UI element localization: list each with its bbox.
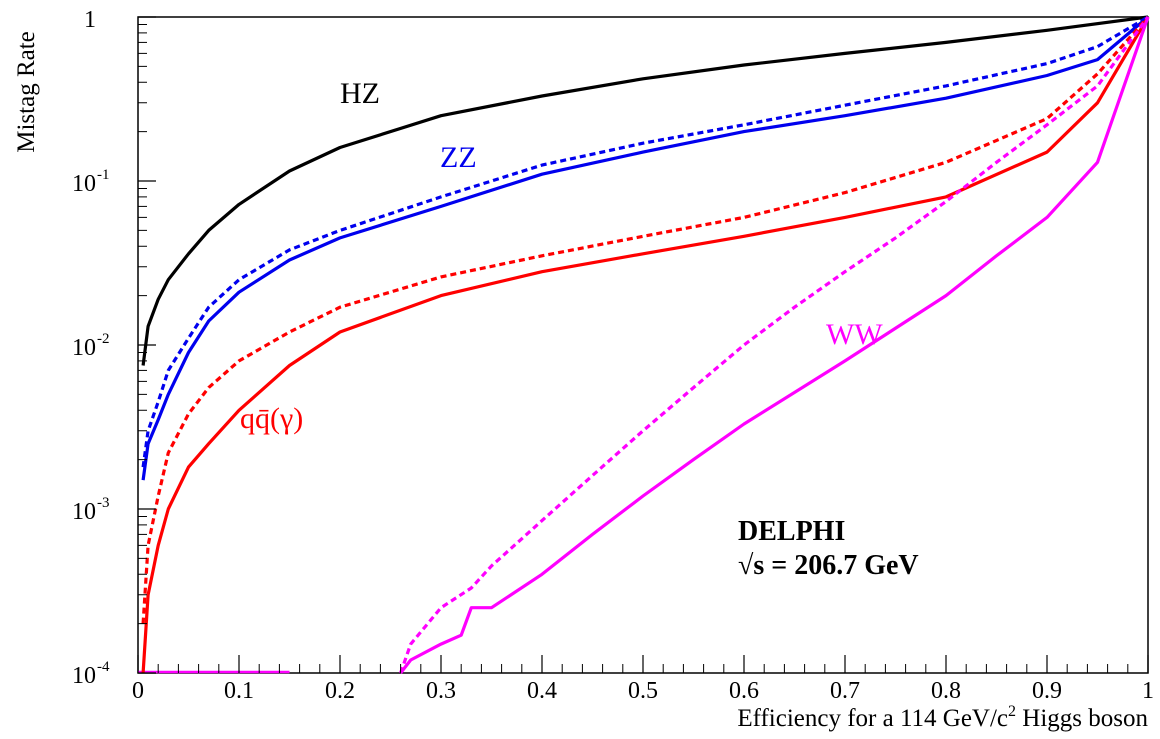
series-line-4 xyxy=(141,15,1150,624)
series-line-5 xyxy=(399,16,1150,674)
x-tick-label: 0.3 xyxy=(426,678,456,704)
x-tick-label: 0.4 xyxy=(527,678,557,704)
x-tick-label: 0.7 xyxy=(830,678,860,704)
label-zz: ZZ xyxy=(440,141,477,174)
series-line-6 xyxy=(399,16,1150,674)
x-tick-label: 0.8 xyxy=(931,678,961,704)
y-axis-title: Mistag Rate xyxy=(13,31,40,153)
x-tick-label: 0.2 xyxy=(325,678,355,704)
x-tick-label: 1 xyxy=(1142,678,1154,704)
label-hz: HZ xyxy=(340,77,380,110)
y-tick-exponent: -2 xyxy=(97,331,110,347)
y-tick-exponent: -1 xyxy=(97,167,110,183)
y-tick-label: 10 xyxy=(72,335,96,361)
y-tick-exponent: -4 xyxy=(97,659,110,675)
x-tick-label: 0.9 xyxy=(1032,678,1062,704)
plot-frame xyxy=(137,16,1149,674)
series-line-1 xyxy=(141,15,1150,481)
y-tick-label: 1 xyxy=(84,7,96,33)
y-tick-label: 10 xyxy=(72,171,96,197)
y-tick-label: 10 xyxy=(72,499,96,525)
energy-label: √s = 206.7 GeV xyxy=(738,550,919,581)
x-tick-label: 0.6 xyxy=(729,678,759,704)
y-tick-exponent: -3 xyxy=(97,495,110,511)
y-tick-label: 10 xyxy=(72,663,96,689)
x-tick-label: 0.1 xyxy=(224,678,254,704)
experiment-label: DELPHI xyxy=(738,516,845,547)
x-tick-label: 0.5 xyxy=(628,678,658,704)
x-axis-title-tail: Higgs boson xyxy=(1016,705,1148,732)
x-axis-title-main: Efficiency for a 114 GeV/c xyxy=(737,705,1008,732)
x-axis-title-sup: 2 xyxy=(1008,703,1016,720)
series-line-2 xyxy=(141,15,1149,468)
x-tick-label: 0 xyxy=(132,678,144,704)
x-axis-title: Efficiency for a 114 GeV/c2 Higgs boson xyxy=(737,703,1148,732)
series-line-3 xyxy=(141,16,1150,674)
label-ww: WW xyxy=(826,318,883,351)
series-line-0 xyxy=(141,15,1149,366)
label-qq: qq̄(γ) xyxy=(240,402,303,435)
